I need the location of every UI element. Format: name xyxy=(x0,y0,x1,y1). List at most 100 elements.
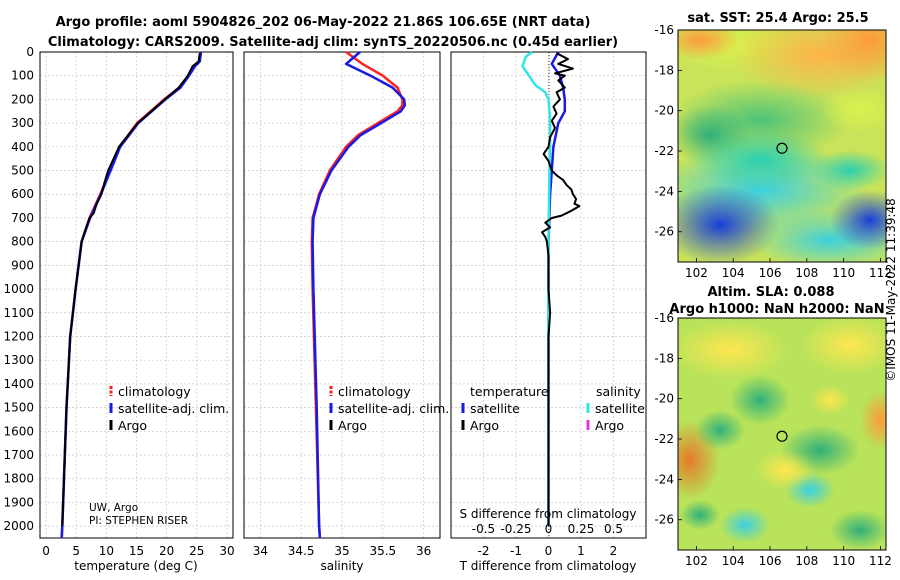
x-tick-label: 20 xyxy=(159,544,174,558)
difference-panel: -2 -1 0 1 2 -0.5 -0.25 0 0.25 0.5 T difference f… xyxy=(450,50,647,573)
lat-tick-label: -16 xyxy=(654,311,674,325)
depth-tick-label: 1900 xyxy=(3,495,34,509)
depth-tick-label: 700 xyxy=(11,211,34,225)
depth-tick-label: 800 xyxy=(11,235,34,249)
series-line-climatology xyxy=(310,50,404,539)
argo-float-marker xyxy=(776,142,788,154)
s-tick-label: -0.25 xyxy=(500,522,531,536)
salinity-grid xyxy=(244,51,440,538)
credit-line-2: PI: STEPHEN RISER xyxy=(89,515,188,527)
depth-tick-label: 2000 xyxy=(3,519,34,533)
x-tick-label: 0 xyxy=(545,544,553,558)
lon-tick-label: 106 xyxy=(759,266,782,280)
x-tick-label: 34 xyxy=(253,544,268,558)
lon-tick-label: 110 xyxy=(832,266,855,280)
sla-map-frame xyxy=(677,317,887,551)
s-tick-label: 0.25 xyxy=(568,522,595,536)
s-tick-label: 0.5 xyxy=(604,522,623,536)
depth-tick-label: 0 xyxy=(26,45,34,59)
temperature-panel: 0100200300400500600700800900100011001200… xyxy=(3,45,234,573)
x-tick-label: 2 xyxy=(610,544,618,558)
salinity-xlabel: salinity xyxy=(320,559,363,573)
lon-tick-label: 112 xyxy=(869,554,892,568)
series-line-argo xyxy=(61,53,201,527)
lat-tick-label: -16 xyxy=(654,23,674,37)
sla-map-title-1: Altim. SLA: 0.088 xyxy=(708,285,835,300)
s-difference-xlabel: S difference from climatology xyxy=(460,507,637,521)
lat-tick-label: -26 xyxy=(654,513,674,527)
lat-tick-label: -26 xyxy=(654,225,674,239)
depth-tick-label: 1200 xyxy=(3,329,34,343)
depth-tick-label: 1500 xyxy=(3,401,34,415)
depth-tick-label: 1100 xyxy=(3,306,34,320)
lat-tick-label: -20 xyxy=(654,392,674,406)
temperature-xlabel: temperature (deg C) xyxy=(74,559,197,573)
legend-label-t-satellite: satellite xyxy=(470,401,520,416)
depth-tick-label: 900 xyxy=(11,258,34,272)
sst-map-panel: sat. SST: 25.4 Argo: 25.5 102 104 106 108 11… xyxy=(654,11,892,280)
lat-tick-label: -22 xyxy=(654,432,674,446)
lat-tick-label: -22 xyxy=(654,144,674,158)
s-tick-label: 0 xyxy=(545,522,553,536)
lon-tick-label: 102 xyxy=(685,554,708,568)
salinity-legend: climatology satellite-adj. clim. Argo xyxy=(329,384,449,433)
x-tick-label: -2 xyxy=(478,544,490,558)
depth-tick-label: 100 xyxy=(11,69,34,83)
depth-tick-label: 600 xyxy=(11,187,34,201)
sla-map-title-2: Argo h1000: NaN h2000: NaN xyxy=(669,302,884,317)
temperature-tick-labels: 0 5 10 15 20 25 30 xyxy=(42,544,234,558)
lon-tick-label: 108 xyxy=(795,266,818,280)
lon-tick-label: 110 xyxy=(832,554,855,568)
argo-float-marker xyxy=(776,430,788,442)
depth-tick-label: 200 xyxy=(11,92,34,106)
legend-label-climatology: climatology xyxy=(338,384,411,399)
difference-lines xyxy=(521,50,581,527)
lon-tick-label: 108 xyxy=(795,554,818,568)
depth-tick-label: 1800 xyxy=(3,472,34,486)
t-difference-xlabel: T difference from climatology xyxy=(459,559,637,573)
legend-title-salinity: salinity xyxy=(596,384,641,399)
sla-map-ticks: 102 104 106 108 110 112 -16 -18 -20 -22 -24 -26 xyxy=(654,311,892,568)
title-line-2: Climatology: CARS2009. Satellite-adj cli… xyxy=(48,35,618,50)
lon-tick-label: 104 xyxy=(722,266,745,280)
x-tick-label: 34.5 xyxy=(288,544,315,558)
series-line-satellite-adj-clim- xyxy=(60,51,203,539)
x-tick-label: 25 xyxy=(189,544,204,558)
salinity-lines xyxy=(310,50,407,539)
depth-tick-label: 1600 xyxy=(3,424,34,438)
legend-title-temperature: temperature xyxy=(470,384,549,399)
lon-tick-label: 112 xyxy=(869,266,892,280)
series-line-temperature-argo xyxy=(541,52,581,527)
lat-tick-label: -20 xyxy=(654,104,674,118)
x-tick-label: 0 xyxy=(42,544,50,558)
x-tick-label: 36 xyxy=(416,544,431,558)
title-line-1: Argo profile: aoml 5904826_202 06-May-20… xyxy=(56,15,591,30)
lon-tick-label: 102 xyxy=(685,266,708,280)
temperature-legend: climatology satellite-adj. clim. Argo xyxy=(109,384,229,433)
depth-tick-label: 1300 xyxy=(3,353,34,367)
legend-label-argo: Argo xyxy=(338,418,367,433)
legend-label-climatology: climatology xyxy=(118,384,191,399)
x-tick-label: 5 xyxy=(72,544,80,558)
legend-label-argo: Argo xyxy=(118,418,147,433)
depth-tick-label: 1700 xyxy=(3,448,34,462)
depth-tick-label: 1000 xyxy=(3,282,34,296)
lon-tick-label: 106 xyxy=(759,554,782,568)
legend-label-s-satellite: satellite xyxy=(595,401,645,416)
legend-label-satellite: satellite-adj. clim. xyxy=(118,401,229,416)
s-difference-tick-labels: -0.5 -0.25 0 0.25 0.5 xyxy=(472,522,623,536)
x-tick-label: 15 xyxy=(129,544,144,558)
legend-label-s-argo: Argo xyxy=(595,418,624,433)
salinity-axes-frame xyxy=(243,51,441,539)
lat-tick-label: -18 xyxy=(654,63,674,77)
temperature-lines xyxy=(60,51,203,539)
lat-tick-label: -24 xyxy=(654,472,674,486)
salinity-panel: 34 34.5 35 35.5 36 salinity climatology sate… xyxy=(243,50,449,573)
difference-legend: temperature salinity satellite Argo sate… xyxy=(461,384,645,433)
temperature-axes-frame xyxy=(39,51,234,539)
difference-axes-frame xyxy=(450,51,647,539)
depth-tick-label: 400 xyxy=(11,140,34,154)
sst-map-ticks: 102 104 106 108 110 112 -16 -18 -20 -22 -24 -26 xyxy=(654,23,892,280)
lat-tick-label: -18 xyxy=(654,351,674,365)
